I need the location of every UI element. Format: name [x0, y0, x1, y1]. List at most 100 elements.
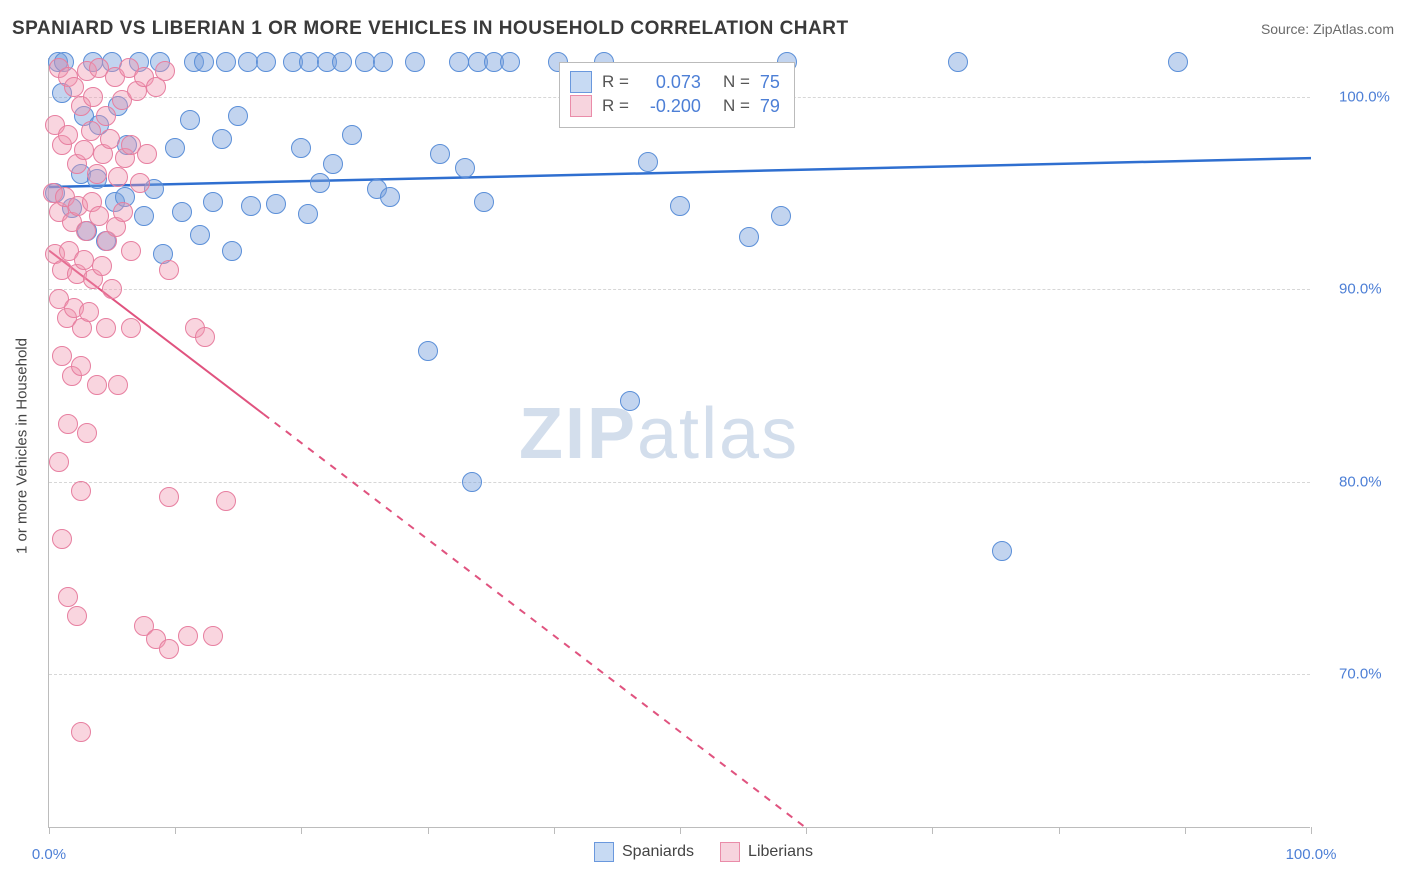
x-tick	[932, 827, 933, 834]
data-point-spaniards	[332, 52, 352, 72]
data-point-spaniards	[266, 194, 286, 214]
regression-line-liberians-dashed	[264, 414, 807, 828]
data-point-liberians	[178, 626, 198, 646]
data-point-spaniards	[418, 341, 438, 361]
data-point-liberians	[121, 241, 141, 261]
data-point-liberians	[96, 106, 116, 126]
data-point-liberians	[87, 164, 107, 184]
data-point-spaniards	[620, 391, 640, 411]
stats-n-value-spaniards: 75	[760, 72, 780, 93]
data-point-liberians	[52, 346, 72, 366]
data-point-liberians	[203, 626, 223, 646]
data-point-liberians	[159, 639, 179, 659]
data-point-liberians	[58, 125, 78, 145]
stats-r-label: R =	[602, 96, 629, 116]
stats-r-value-spaniards: 0.073	[639, 72, 701, 93]
data-point-liberians	[100, 129, 120, 149]
data-point-spaniards	[455, 158, 475, 178]
data-point-spaniards	[462, 472, 482, 492]
chart-source: Source: ZipAtlas.com	[1261, 21, 1394, 37]
data-point-liberians	[71, 722, 91, 742]
data-point-spaniards	[739, 227, 759, 247]
data-point-liberians	[159, 260, 179, 280]
data-point-spaniards	[216, 52, 236, 72]
stats-r-label: R =	[602, 72, 629, 92]
data-point-spaniards	[638, 152, 658, 172]
data-point-liberians	[130, 173, 150, 193]
data-point-spaniards	[449, 52, 469, 72]
x-tick-label: 100.0%	[1286, 846, 1337, 863]
stats-row-liberians: R = -0.200 N = 79	[570, 95, 780, 117]
data-point-liberians	[108, 167, 128, 187]
data-point-liberians	[79, 302, 99, 322]
data-point-liberians	[155, 61, 175, 81]
x-tick	[554, 827, 555, 834]
y-tick-label: 90.0%	[1339, 281, 1382, 298]
data-point-liberians	[76, 221, 96, 241]
data-point-spaniards	[291, 138, 311, 158]
data-point-liberians	[81, 121, 101, 141]
data-point-spaniards	[355, 52, 375, 72]
data-point-spaniards	[165, 138, 185, 158]
data-point-liberians	[102, 279, 122, 299]
data-point-liberians	[58, 587, 78, 607]
series-swatch-spaniards	[570, 71, 592, 93]
y-tick-label: 70.0%	[1339, 666, 1382, 683]
data-point-spaniards	[771, 206, 791, 226]
x-tick	[1185, 827, 1186, 834]
data-point-liberians	[77, 423, 97, 443]
data-point-spaniards	[298, 204, 318, 224]
x-tick	[175, 827, 176, 834]
stats-n-label: N =	[723, 96, 750, 116]
x-tick-label: 0.0%	[32, 846, 66, 863]
title-bar: SPANIARD VS LIBERIAN 1 OR MORE VEHICLES …	[12, 18, 1394, 40]
data-point-liberians	[108, 375, 128, 395]
data-point-liberians	[74, 140, 94, 160]
legend: SpaniardsLiberians	[594, 842, 813, 862]
data-point-liberians	[67, 606, 87, 626]
x-tick	[1059, 827, 1060, 834]
data-point-liberians	[96, 318, 116, 338]
data-point-spaniards	[323, 154, 343, 174]
data-point-spaniards	[194, 52, 214, 72]
series-swatch-liberians	[570, 95, 592, 117]
data-point-spaniards	[373, 52, 393, 72]
data-point-spaniards	[670, 196, 690, 216]
plot-area-wrap: 70.0%80.0%90.0%100.0%0.0%100.0%ZIPatlasR…	[48, 58, 1382, 828]
data-point-liberians	[92, 256, 112, 276]
data-point-spaniards	[405, 52, 425, 72]
x-tick	[1311, 827, 1312, 834]
data-point-spaniards	[342, 125, 362, 145]
data-point-liberians	[49, 452, 69, 472]
data-point-liberians	[121, 318, 141, 338]
data-point-spaniards	[180, 110, 200, 130]
data-point-liberians	[216, 491, 236, 511]
stats-n-value-liberians: 79	[760, 96, 780, 117]
gridline-h	[49, 289, 1310, 290]
data-point-spaniards	[992, 541, 1012, 561]
data-point-spaniards	[203, 192, 223, 212]
x-tick	[49, 827, 50, 834]
x-tick	[806, 827, 807, 834]
data-point-liberians	[52, 529, 72, 549]
data-point-spaniards	[380, 187, 400, 207]
legend-item-liberians: Liberians	[720, 842, 813, 862]
stats-r-value-liberians: -0.200	[639, 96, 701, 117]
data-point-liberians	[113, 202, 133, 222]
plot-area: 70.0%80.0%90.0%100.0%0.0%100.0%ZIPatlasR…	[48, 58, 1310, 828]
data-point-spaniards	[222, 241, 242, 261]
data-point-spaniards	[190, 225, 210, 245]
stats-n-label: N =	[723, 72, 750, 92]
data-point-spaniards	[948, 52, 968, 72]
data-point-spaniards	[430, 144, 450, 164]
data-point-liberians	[137, 144, 157, 164]
data-point-spaniards	[228, 106, 248, 126]
y-tick-label: 100.0%	[1339, 88, 1390, 105]
x-tick	[680, 827, 681, 834]
y-tick-label: 80.0%	[1339, 473, 1382, 490]
data-point-spaniards	[134, 206, 154, 226]
data-point-spaniards	[212, 129, 232, 149]
x-tick	[428, 827, 429, 834]
regression-line-spaniards	[49, 158, 1311, 187]
data-point-liberians	[159, 487, 179, 507]
